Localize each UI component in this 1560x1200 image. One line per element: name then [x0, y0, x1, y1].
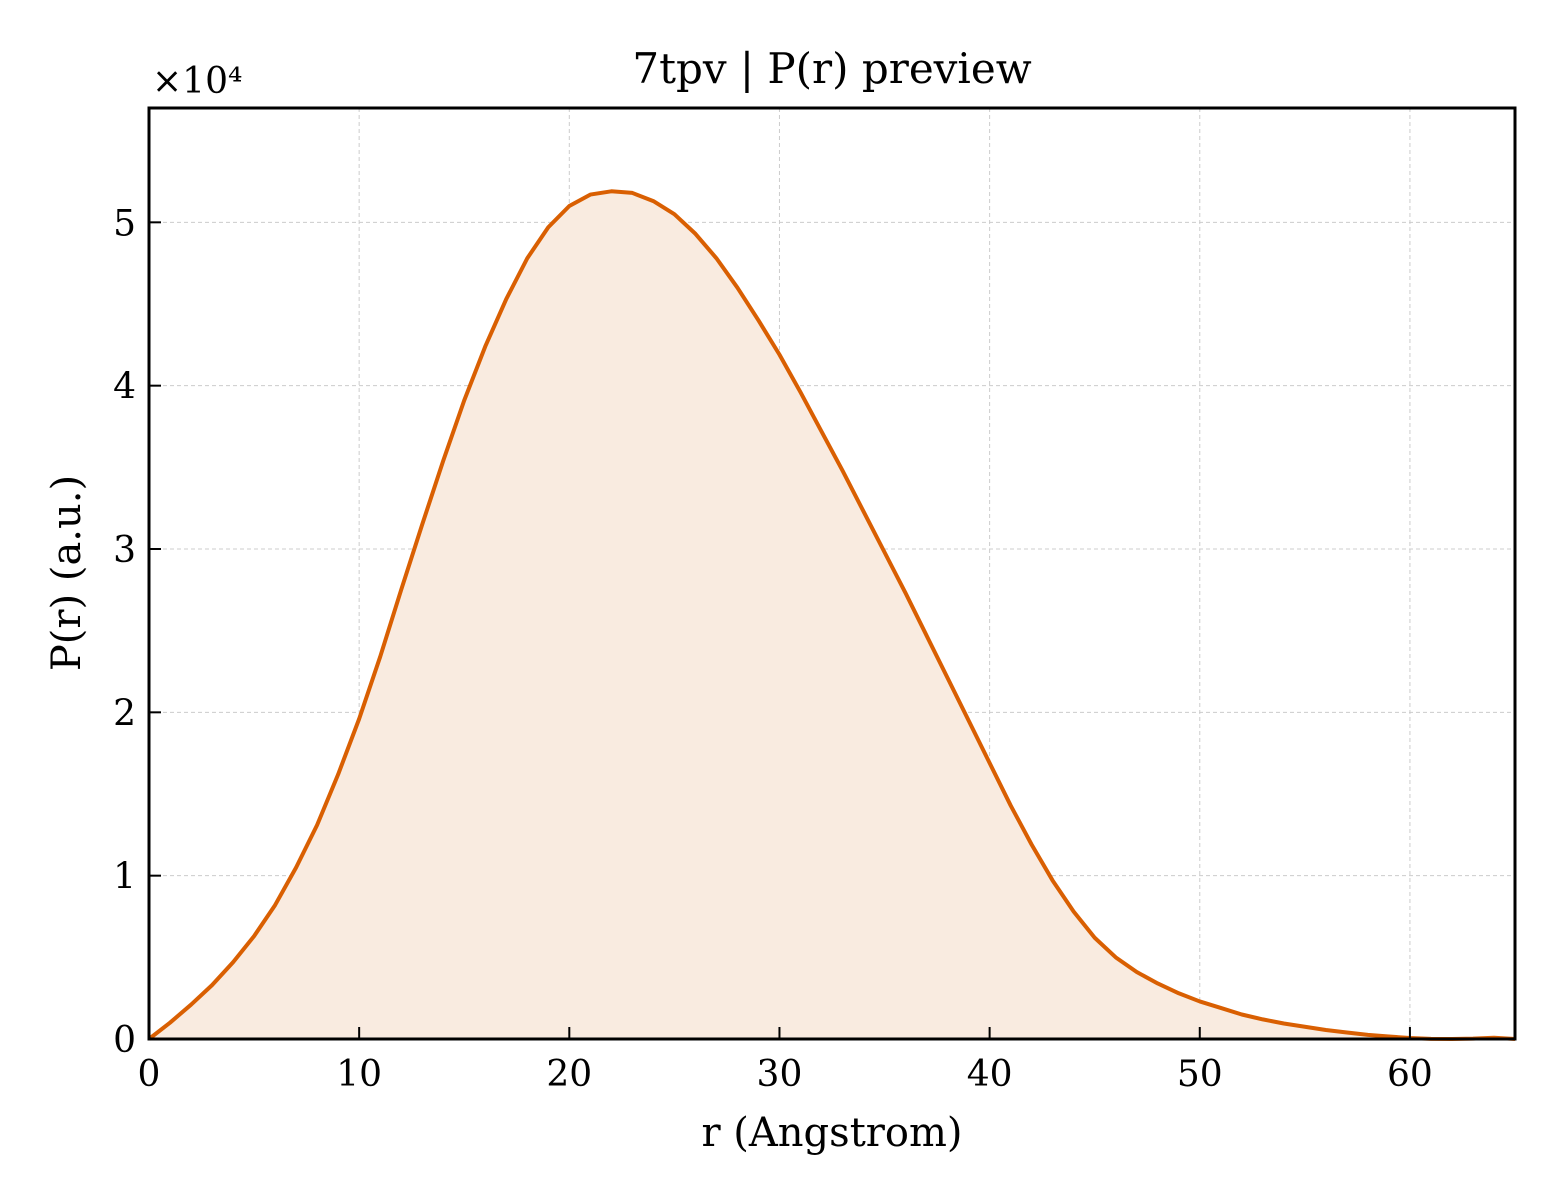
plot-frame: [147, 106, 1517, 1041]
y-axis-label: P(r) (a.u.): [44, 475, 90, 671]
chart-title: 7tpv | P(r) preview: [632, 44, 1031, 93]
x-axis-label: r (Angstrom): [701, 1110, 962, 1156]
x-tick-label: 30: [757, 1054, 803, 1095]
y-axis-scale-label: ×10⁴: [152, 61, 242, 102]
pr-area-fill: [149, 191, 1515, 1040]
axis-ticks: 0 10 20 30 40 50 60 0 1 2 3 4 5: [113, 203, 1433, 1095]
x-tick-label: 50: [1177, 1054, 1223, 1095]
y-tick-label: 4: [113, 367, 136, 408]
x-tick-label: 40: [967, 1054, 1013, 1095]
x-tick-label: 20: [546, 1054, 592, 1095]
y-tick-label: 0: [113, 1020, 136, 1061]
y-tick-label: 5: [113, 203, 136, 244]
x-tick-label: 60: [1387, 1054, 1433, 1095]
y-tick-label: 1: [113, 857, 136, 898]
x-tick-label: 10: [336, 1054, 382, 1095]
y-tick-label: 3: [113, 530, 136, 571]
y-tick-label: 2: [113, 693, 136, 734]
pr-line: [147, 189, 1516, 1041]
x-tick-label: 0: [138, 1054, 161, 1095]
